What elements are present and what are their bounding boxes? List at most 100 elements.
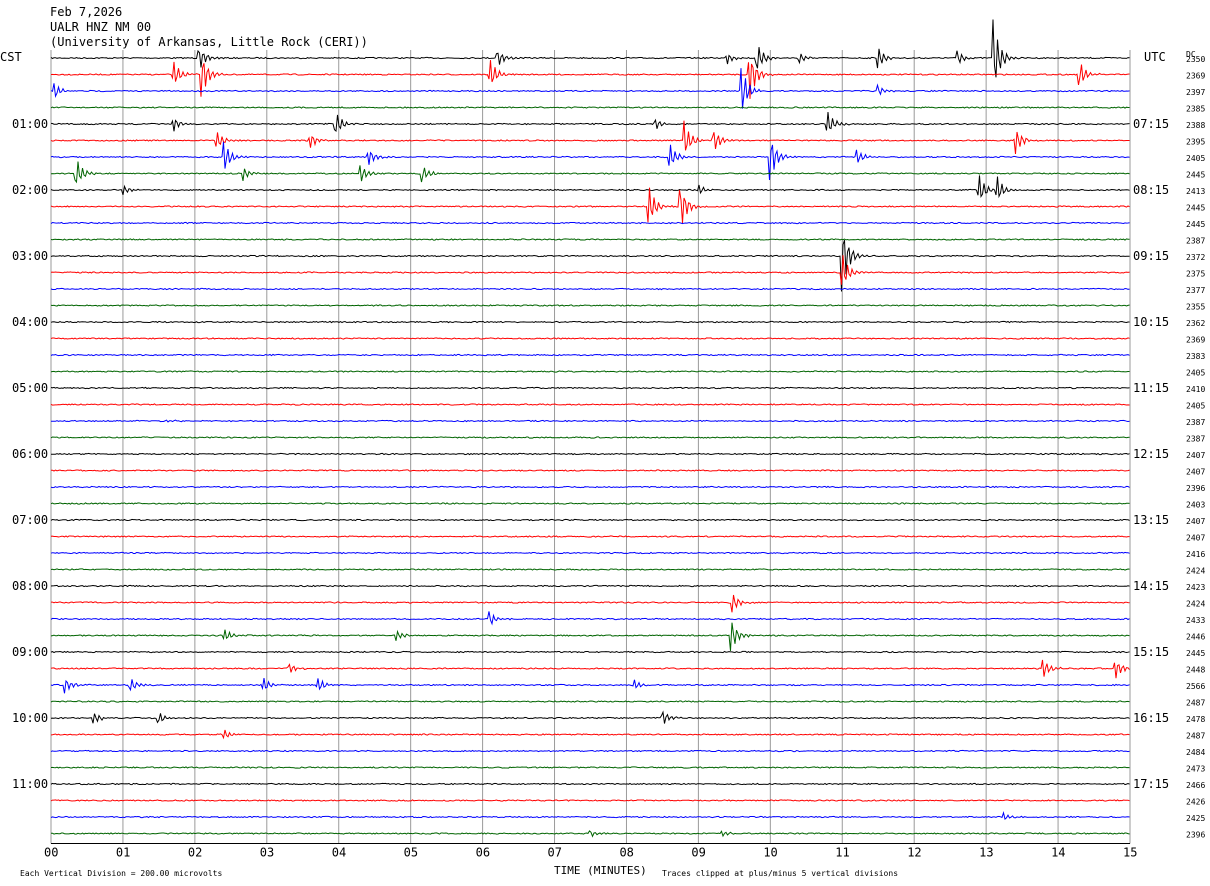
x-tick-label: 05 bbox=[404, 846, 418, 860]
trace-row bbox=[50, 370, 1130, 373]
trace-row bbox=[50, 584, 1130, 588]
dc-value: 2446 bbox=[1186, 633, 1205, 642]
dc-value: 2355 bbox=[1186, 303, 1205, 312]
utc-hour-label: 07:15 bbox=[1133, 117, 1169, 131]
trace-row bbox=[50, 551, 1130, 555]
trace-row bbox=[50, 749, 1130, 753]
trace-row bbox=[50, 659, 1130, 679]
cst-hour-label: 02:00 bbox=[12, 183, 48, 197]
cst-hour-label: 06:00 bbox=[12, 447, 48, 461]
cst-hour-label: 10:00 bbox=[12, 711, 48, 725]
trace-row bbox=[50, 782, 1130, 786]
trace-row bbox=[50, 337, 1130, 340]
dc-value: 2369 bbox=[1186, 72, 1205, 81]
x-tick-label: 13 bbox=[979, 846, 993, 860]
cst-label: CST bbox=[0, 50, 22, 64]
clip-note: Traces clipped at plus/minus 5 vertical … bbox=[662, 869, 898, 878]
x-tick-label: 08 bbox=[619, 846, 633, 860]
header-network: (University of Arkansas, Little Rock (CE… bbox=[50, 35, 368, 49]
dc-value: 2387 bbox=[1186, 435, 1205, 444]
trace-row bbox=[50, 535, 1130, 538]
utc-hour-label: 14:15 bbox=[1133, 579, 1169, 593]
utc-hour-label: 13:15 bbox=[1133, 513, 1169, 527]
dc-value: 2424 bbox=[1186, 567, 1205, 576]
dc-value: 2405 bbox=[1186, 402, 1205, 411]
trace-row bbox=[50, 287, 1130, 291]
trace-row bbox=[50, 518, 1130, 522]
x-axis-label: TIME (MINUTES) bbox=[554, 864, 647, 877]
dc-value: 2407 bbox=[1186, 534, 1205, 543]
utc-hour-label: 15:15 bbox=[1133, 645, 1169, 659]
trace-row bbox=[50, 452, 1130, 456]
dc-value: 2416 bbox=[1186, 550, 1205, 559]
trace-row bbox=[50, 60, 1130, 99]
labels: 00 01 02 03 04 05 06 07 08 09 10 11 12 13 14 15 2350 2369… bbox=[12, 55, 1205, 860]
dc-value: 2487 bbox=[1186, 699, 1205, 708]
utc-hour-label: 08:15 bbox=[1133, 183, 1169, 197]
trace-row bbox=[50, 255, 1130, 285]
grid bbox=[50, 50, 1131, 844]
x-tick-label: 12 bbox=[907, 846, 921, 860]
dc-value: 2423 bbox=[1186, 583, 1205, 592]
cst-hour-label: 07:00 bbox=[12, 513, 48, 527]
trace-row bbox=[50, 485, 1130, 489]
trace-row bbox=[50, 766, 1130, 769]
utc-hour-label: 11:15 bbox=[1133, 381, 1169, 395]
dc-value: 2369 bbox=[1186, 336, 1205, 345]
dc-value: 2403 bbox=[1186, 501, 1205, 510]
x-tick-label: 04 bbox=[332, 846, 346, 860]
trace-row bbox=[50, 320, 1130, 324]
utc-hour-label: 10:15 bbox=[1133, 315, 1169, 329]
dc-value: 2407 bbox=[1186, 517, 1205, 526]
dc-value: 2424 bbox=[1186, 600, 1205, 609]
trace-row bbox=[50, 238, 1130, 241]
dc-value: 2487 bbox=[1186, 732, 1205, 741]
trace-row bbox=[50, 650, 1130, 654]
utc-hour-label: 09:15 bbox=[1133, 249, 1169, 263]
x-tick-label: 11 bbox=[835, 846, 849, 860]
cst-hour-label: 08:00 bbox=[12, 579, 48, 593]
trace-row bbox=[50, 221, 1130, 225]
dc-value: 2566 bbox=[1186, 682, 1205, 691]
dc-value: 2396 bbox=[1186, 484, 1205, 493]
dc-value: 2387 bbox=[1186, 237, 1205, 246]
dc-value: 2425 bbox=[1186, 814, 1205, 823]
dc-value: 2372 bbox=[1186, 253, 1205, 262]
trace-row bbox=[50, 729, 1130, 740]
dc-value: 2385 bbox=[1186, 105, 1205, 114]
x-tick-label: 14 bbox=[1051, 846, 1065, 860]
trace-row bbox=[50, 106, 1130, 109]
header-station: UALR HNZ NM 00 bbox=[50, 20, 151, 34]
trace-row bbox=[50, 810, 1130, 821]
trace-row bbox=[50, 111, 1130, 133]
cst-hour-label: 01:00 bbox=[12, 117, 48, 131]
dc-value: 2388 bbox=[1186, 121, 1205, 130]
utc-label: UTC bbox=[1144, 50, 1166, 64]
dc-value: 2405 bbox=[1186, 154, 1205, 163]
trace-row bbox=[50, 469, 1130, 472]
utc-hour-label: 17:15 bbox=[1133, 777, 1169, 791]
traces bbox=[50, 19, 1130, 838]
trace-row bbox=[51, 419, 1130, 423]
trace-row bbox=[50, 700, 1130, 703]
trace-row bbox=[50, 175, 1130, 199]
dc-value: 2445 bbox=[1186, 220, 1205, 229]
dc-value: 2383 bbox=[1186, 352, 1205, 361]
trace-row bbox=[50, 799, 1130, 802]
trace-row bbox=[50, 161, 1130, 184]
trace-row bbox=[50, 710, 1130, 724]
trace-row bbox=[50, 403, 1130, 406]
trace-row bbox=[50, 611, 1130, 626]
trace-row bbox=[50, 120, 1130, 155]
x-tick-label: 02 bbox=[188, 846, 202, 860]
x-tick-label: 03 bbox=[260, 846, 274, 860]
trace-row bbox=[50, 239, 1130, 292]
dc-value: 2426 bbox=[1186, 798, 1205, 807]
dc-value: 2466 bbox=[1186, 781, 1205, 790]
trace-row bbox=[50, 502, 1130, 505]
trace-row bbox=[50, 678, 1130, 694]
trace-row bbox=[50, 622, 1130, 651]
trace-row bbox=[50, 304, 1130, 307]
dc-value: 2405 bbox=[1186, 369, 1205, 378]
